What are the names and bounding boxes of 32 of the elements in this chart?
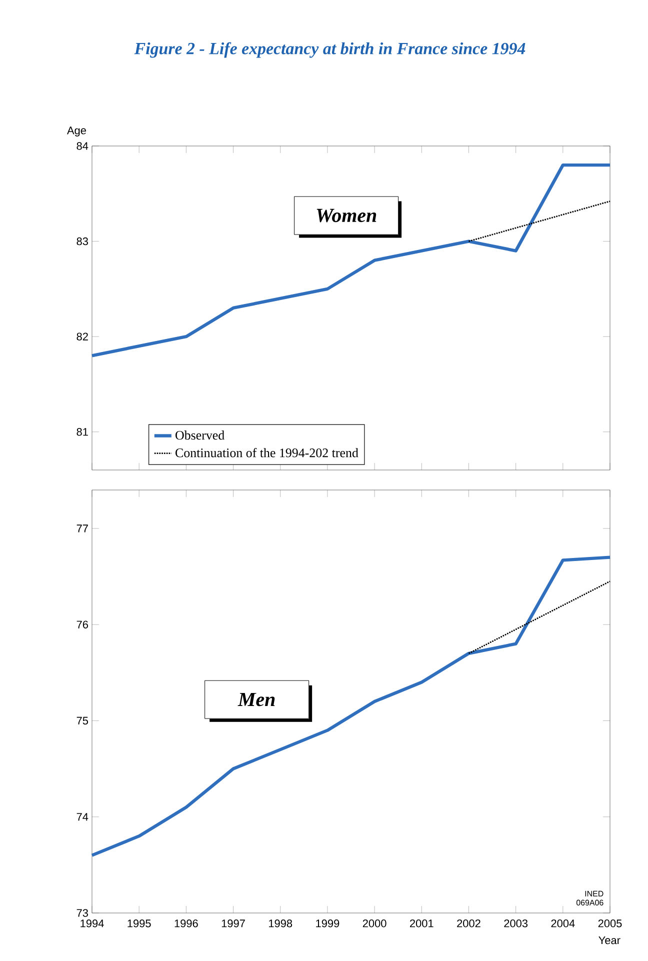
x-tick-label: 1999 [316,920,340,928]
x-tick-label: 1995 [128,920,151,928]
line-series [468,200,611,242]
x-tick-label: 2003 [504,920,528,928]
line-series [468,580,611,654]
y-tick-label: 77 [76,524,88,532]
y-tick-label: 84 [76,142,88,150]
x-axis-title: Year [598,936,620,944]
x-tick-label: 2004 [551,920,575,928]
x-tick-label: 2005 [598,920,622,928]
x-tick-label: 1998 [269,920,292,928]
x-tick-label: 1996 [174,920,198,928]
x-tick-label: 1994 [80,920,104,928]
y-axis-title: Age [66,126,86,136]
y-tick-label: 74 [76,813,88,821]
x-tick-label: 2001 [410,920,434,928]
annotation: Women [316,208,376,222]
legend-label: Observed [176,430,224,440]
legend-label: Continuation of the 1994-202 trend [176,448,358,458]
line-series [90,163,612,358]
annotation: Men [238,692,275,706]
y-tick-label: 75 [76,716,88,725]
y-tick-label: 73 [76,909,88,917]
x-tick-label: 2002 [457,920,480,928]
x-tick-label: 1997 [222,920,245,928]
x-tick-label: 2000 [362,920,386,928]
line-series [90,556,612,857]
chart-title: Figure 2 - Life expectancy at birth in France since 1994 [134,42,526,58]
y-tick-label: 83 [76,237,88,246]
y-tick-label: 81 [76,428,88,436]
y-tick-label: 82 [76,332,88,340]
y-tick-label: 76 [76,620,88,628]
